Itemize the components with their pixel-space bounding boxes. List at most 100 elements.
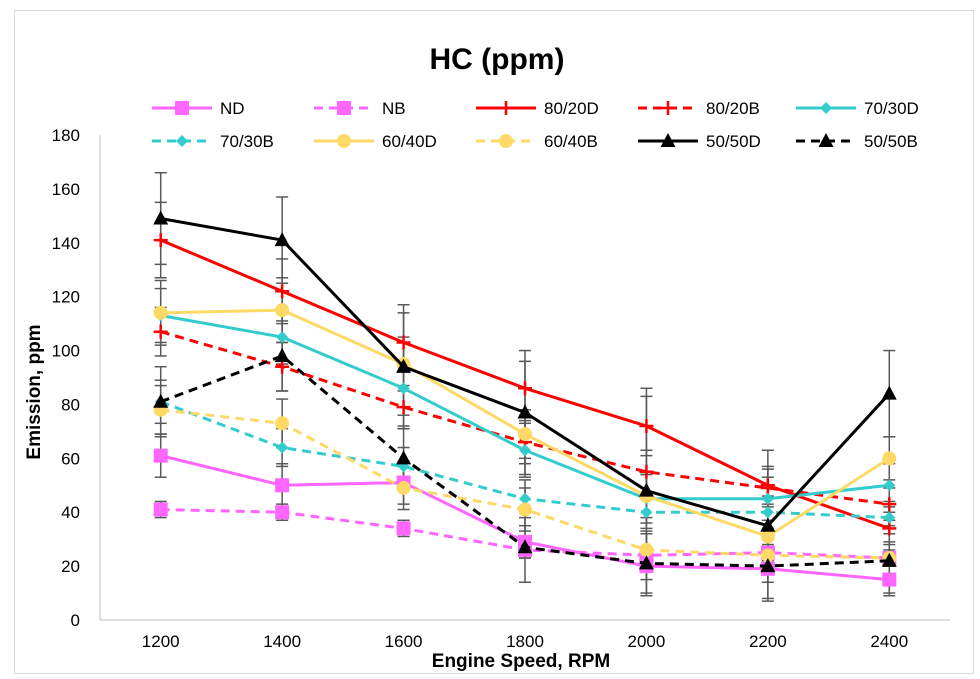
y-tick-label: 140 [52,234,80,253]
data-point [517,539,533,554]
data-point [396,480,411,495]
data-point [638,555,654,570]
legend-label: 70/30D [864,99,919,118]
data-point [153,324,168,339]
legend-entry: 60/40B [476,132,598,151]
data-point [396,335,411,350]
data-point [153,305,168,320]
data-point [760,480,775,495]
x-tick-label: 2200 [749,632,787,651]
chart-title: HC (ppm) [430,43,565,76]
data-point [275,416,290,431]
data-point [760,517,776,532]
legend-entry: 80/20B [638,99,760,118]
data-point [638,482,654,497]
y-tick-label: 80 [61,395,80,414]
legend-swatch-marker [337,101,351,115]
y-tick-label: 20 [61,557,80,576]
legend: ND NB 80/20D 80/20B 70/30D 70/30B 60/40D 60/40B… [152,99,919,151]
data-point [518,427,532,442]
data-point [153,393,169,408]
data-point [760,548,775,563]
data-point [881,552,897,567]
legend-swatch-marker [818,133,834,147]
legend-label: 70/30B [220,132,274,151]
x-tick-label: 1800 [506,632,544,651]
legend-swatch-marker [176,135,188,147]
y-tick-label: 40 [61,503,80,522]
data-point [883,479,896,492]
x-axis-title: Engine Speed, RPM [432,651,610,672]
legend-label: 80/20D [544,99,599,118]
data-point [882,451,897,466]
data-point [396,400,411,415]
legend-entry: 80/20D [476,99,599,118]
legend-label: 80/20B [706,99,760,118]
legend-label: 50/50D [706,132,761,151]
plot-area: 0 20 40 60 80 100 120 140 160 180 1200 1400 1600 1800… [52,126,950,651]
legend-entry: 50/50D [638,132,761,151]
y-tick-label: 100 [52,342,80,361]
legend-entry: 70/30B [152,132,274,151]
x-tick-label: 2400 [870,632,908,651]
legend-entry: 70/30D [796,99,919,118]
data-point [760,529,775,544]
data-point [275,359,290,374]
data-point [517,404,533,419]
data-point [397,382,410,395]
data-point [761,506,774,519]
data-point [275,478,290,493]
legend-label: NB [382,99,406,118]
data-point [274,347,290,362]
x-tick-label: 1600 [385,632,423,651]
data-point [276,331,289,344]
data-point [519,492,531,505]
data-point [275,303,290,318]
legend-swatch-marker [337,134,351,148]
data-point [518,502,532,517]
data-point [275,505,290,520]
legend-swatch-marker [499,101,513,115]
data-point [519,444,531,457]
data-point [760,558,776,573]
data-point [396,358,412,373]
legend-entry: 60/40D [314,132,437,151]
data-point [153,210,169,225]
y-axis-title: Emission, ppm [24,324,45,459]
data-point [639,464,654,479]
data-point [639,542,654,557]
y-tick-label: 120 [52,288,80,307]
data-point [153,502,168,517]
legend-label: 60/40B [544,132,598,151]
data-point [153,233,168,248]
legend-swatch-marker [175,101,189,115]
data-point [882,572,897,587]
legend-label: 50/50B [864,132,918,151]
legend-entry: 50/50B [796,132,918,151]
data-point [761,492,774,505]
data-point [881,385,897,400]
y-tick-label: 160 [52,180,80,199]
data-point [396,450,412,465]
legend-swatch-marker [820,102,832,114]
y-tick-label: 60 [61,449,80,468]
legend-label: ND [220,99,245,118]
data-point [883,511,896,524]
legend-swatch-marker [660,133,676,147]
y-tick-label: 0 [71,611,80,630]
data-point [275,284,290,299]
legend-entry: NB [314,99,406,118]
data-point [882,497,897,512]
legend-entry: ND [152,99,245,118]
x-tick-label: 1200 [142,632,180,651]
y-tick-label: 180 [52,126,80,145]
data-point [276,441,289,454]
legend-swatch-marker [499,134,513,148]
chart-frame [14,10,974,674]
data-point [274,232,290,247]
x-tick-label: 1400 [263,632,301,651]
legend-label: 60/40D [382,132,437,151]
data-point [640,506,653,519]
data-point [639,419,654,433]
